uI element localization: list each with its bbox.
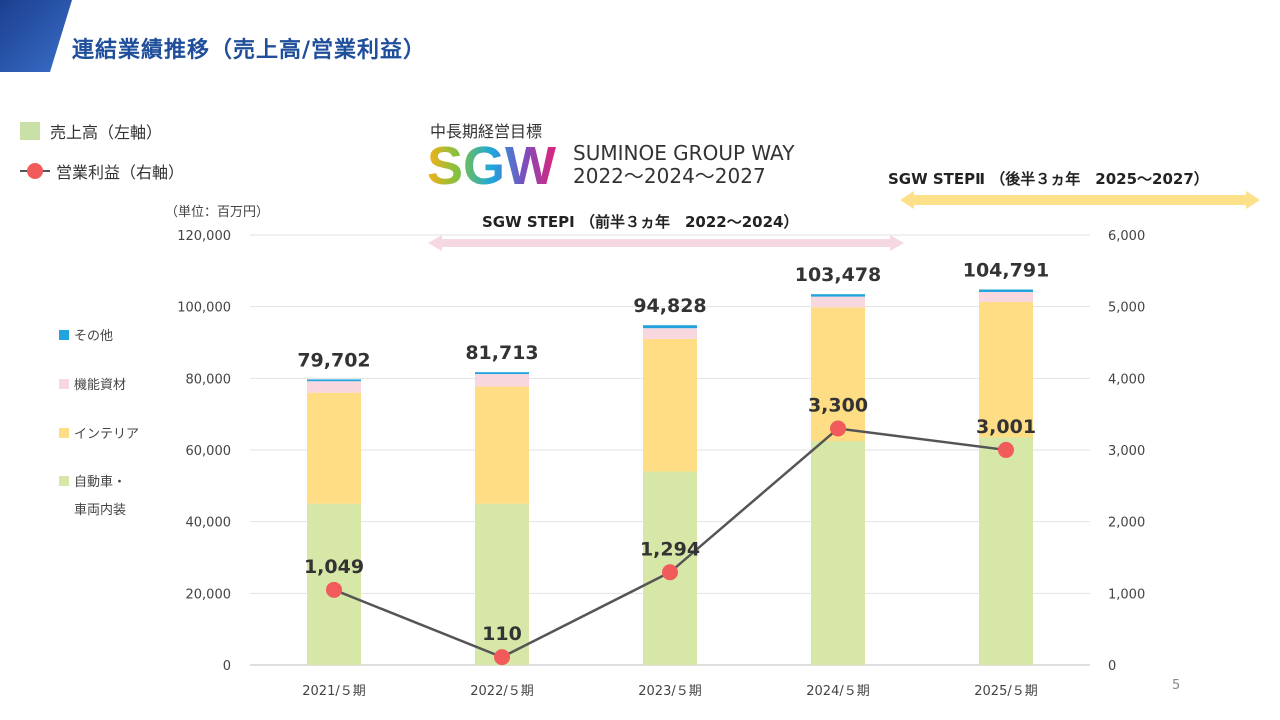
goal-label: 中長期経営目標 xyxy=(430,122,543,141)
bar-segment-functional xyxy=(307,381,361,393)
bar-segment-other xyxy=(307,379,361,382)
total-labels: 79,702 81,713 94,828 103,478 104,791 xyxy=(297,259,1049,371)
total-label: 103,478 xyxy=(795,264,882,286)
left-axis: 0 20,000 40,000 60,000 80,000 100,000 120,000 xyxy=(177,229,231,674)
right-tick-label: 3,000 xyxy=(1108,444,1145,459)
left-tick-label: 20,000 xyxy=(186,587,232,602)
total-label: 94,828 xyxy=(633,295,706,317)
segment-legend-swatch xyxy=(59,428,69,438)
bar-segment-other xyxy=(475,372,529,375)
bar-segment-interior xyxy=(643,338,697,472)
bar-segment-interior xyxy=(307,392,361,504)
bar-segment-functional xyxy=(475,374,529,387)
bar-segment-automotive xyxy=(979,437,1033,665)
left-tick-label: 60,000 xyxy=(186,444,232,459)
x-tick-label: 2023/５期 xyxy=(638,684,701,699)
step2-label: SGW STEPⅡ （後半３ヵ年 2025～2027） xyxy=(888,170,1209,188)
right-tick-label: 1,000 xyxy=(1108,587,1145,602)
legend-profit: 営業利益（右軸） xyxy=(20,159,184,183)
segment-legend-swatch xyxy=(59,330,69,340)
total-label: 81,713 xyxy=(465,342,538,364)
sgw-logo: SGW xyxy=(427,140,556,188)
profit-label: 3,001 xyxy=(976,416,1036,438)
bar-segment-functional xyxy=(643,328,697,339)
bar-segment-interior xyxy=(979,302,1033,438)
sgw-logo-text: SGW xyxy=(427,140,556,188)
sgw-name: SUMINOE GROUP WAY xyxy=(573,141,795,165)
right-axis: 0 1,000 2,000 3,000 4,000 5,000 6,000 xyxy=(1108,229,1145,674)
profit-point xyxy=(998,441,1014,458)
bars xyxy=(307,289,1033,665)
profit-point xyxy=(830,420,846,437)
bar-segment-other xyxy=(979,289,1033,292)
bar-segment-automotive xyxy=(811,441,865,665)
bar-segment-functional xyxy=(811,296,865,308)
segment-legend-label: 機能資材 xyxy=(74,378,126,393)
segment-legend-label: 自動車・ xyxy=(74,475,126,490)
profit-label: 3,300 xyxy=(808,395,868,417)
right-tick-label: 6,000 xyxy=(1108,229,1145,244)
left-tick-label: 80,000 xyxy=(186,372,232,387)
legend-sales-label: 売上高（左軸） xyxy=(50,123,163,142)
legend-profit-label: 営業利益（右軸） xyxy=(56,163,185,182)
right-tick-label: 4,000 xyxy=(1108,372,1145,387)
total-label: 79,702 xyxy=(297,349,370,371)
bar-segment-functional xyxy=(979,291,1033,303)
bar-segment-automotive xyxy=(475,503,529,665)
profit-label: 1,049 xyxy=(304,556,364,578)
segment-legend-swatch xyxy=(59,379,69,389)
step2-arrow xyxy=(900,191,1260,209)
x-tick-label: 2022/５期 xyxy=(470,684,533,699)
segment-legend-label: 車両内装 xyxy=(74,502,126,518)
right-tick-label: 0 xyxy=(1108,659,1116,674)
x-tick-label: 2024/５期 xyxy=(806,684,869,699)
left-tick-label: 40,000 xyxy=(186,516,232,531)
left-tick-label: 0 xyxy=(223,659,231,674)
left-tick-label: 100,000 xyxy=(177,301,231,316)
right-tick-label: 5,000 xyxy=(1108,301,1145,316)
x-tick-label: 2021/５期 xyxy=(302,684,365,699)
profit-point xyxy=(662,564,678,581)
bar-segment-other xyxy=(643,325,697,329)
bar-segment-interior xyxy=(475,386,529,504)
segment-legend-label: インテリア xyxy=(74,427,139,442)
profit-label: 1,294 xyxy=(640,538,700,560)
right-tick-label: 2,000 xyxy=(1108,516,1145,531)
page-number: 5 xyxy=(1172,678,1181,693)
profit-point xyxy=(494,649,510,666)
page-title: 連結業績推移（売上高/営業利益） xyxy=(72,38,427,63)
profit-line: 1,049 110 1,294 3,300 3,001 xyxy=(304,395,1036,666)
profit-point xyxy=(326,581,342,598)
sgw-years: 2022～2024～2027 xyxy=(573,164,766,188)
bar-segment-other xyxy=(811,294,865,297)
step1-label: SGW STEPⅠ （前半３ヵ年 2022～2024） xyxy=(482,213,799,231)
bar-segment-interior xyxy=(811,307,865,442)
total-label: 104,791 xyxy=(963,259,1050,281)
left-tick-label: 120,000 xyxy=(177,229,231,244)
sales-swatch xyxy=(20,122,40,140)
segment-legend-swatch xyxy=(59,476,69,486)
legend-sales: 売上高（左軸） xyxy=(20,119,162,143)
x-axis: 2021/５期 2022/５期 2023/５期 2024/５期 2025/５期 xyxy=(302,684,1037,699)
sgw-name-block: SUMINOE GROUP WAY 2022～2024～2027 xyxy=(573,142,794,188)
corner-decoration xyxy=(0,0,72,72)
profit-label: 110 xyxy=(482,623,522,645)
profit-marker-icon xyxy=(20,163,50,179)
step1-arrow xyxy=(428,235,904,251)
x-tick-label: 2025/５期 xyxy=(974,684,1037,699)
unit-label: （単位：百万円） xyxy=(165,205,270,220)
segment-legend-label: その他 xyxy=(74,329,113,344)
